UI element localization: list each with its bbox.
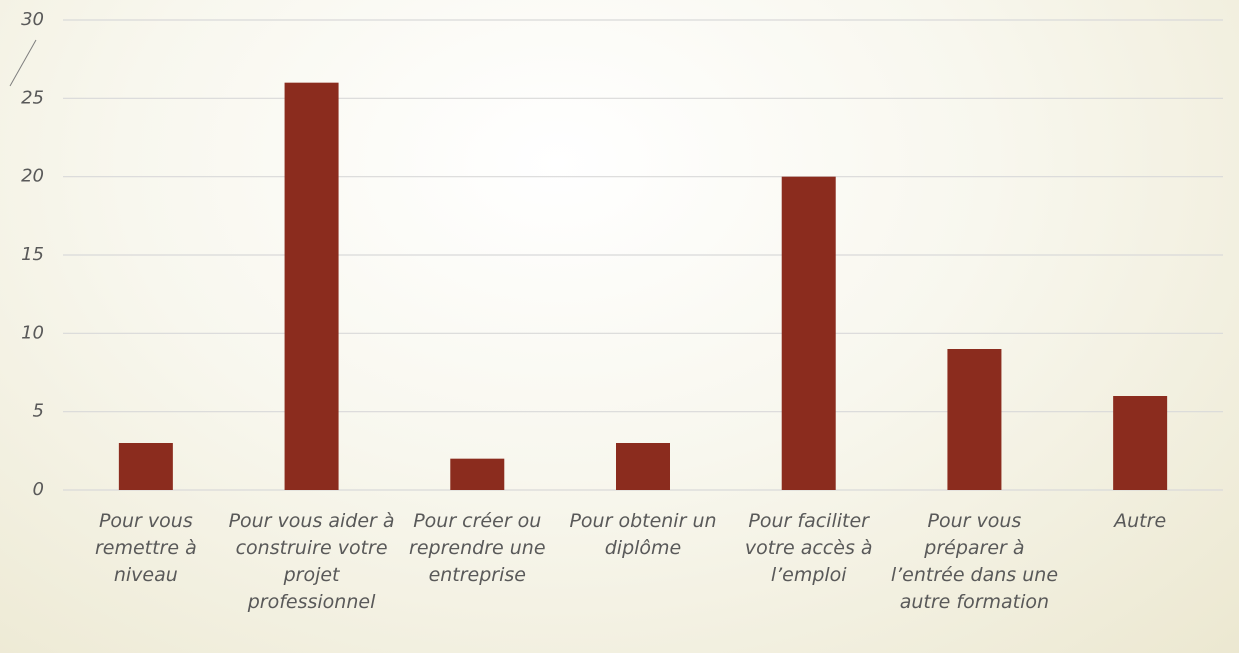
y-tick-label: 30 [21, 9, 44, 30]
bar [781, 176, 836, 490]
bar [450, 458, 505, 490]
y-tick-label: 5 [33, 401, 44, 422]
x-tick-label: Pour obtenir un diplôme [569, 510, 717, 559]
bar [118, 443, 173, 490]
bar [947, 349, 1002, 490]
y-tick-label: 25 [21, 87, 44, 108]
x-tick-label: Autre [1114, 510, 1167, 532]
y-tick-label: 15 [21, 244, 44, 265]
y-tick-label: 20 [21, 166, 44, 187]
x-tick-label: Pour vous aider à construire votre proje… [228, 510, 395, 613]
x-tick-label: Pour créer ou reprendre une entreprise [409, 510, 546, 586]
x-tick-label: Pour vous remettre à niveau [94, 510, 197, 586]
decoration [9, 39, 37, 87]
x-tick-label: Pour vous préparer à l’entrée dans une a… [890, 510, 1059, 613]
y-tick-label: 0 [33, 479, 44, 500]
y-tick-label: 10 [21, 322, 44, 343]
x-tick-label: Pour faciliter votre accès à l’emploi [744, 510, 873, 586]
bar [284, 82, 339, 491]
bar [616, 443, 670, 490]
bar [1113, 396, 1168, 490]
